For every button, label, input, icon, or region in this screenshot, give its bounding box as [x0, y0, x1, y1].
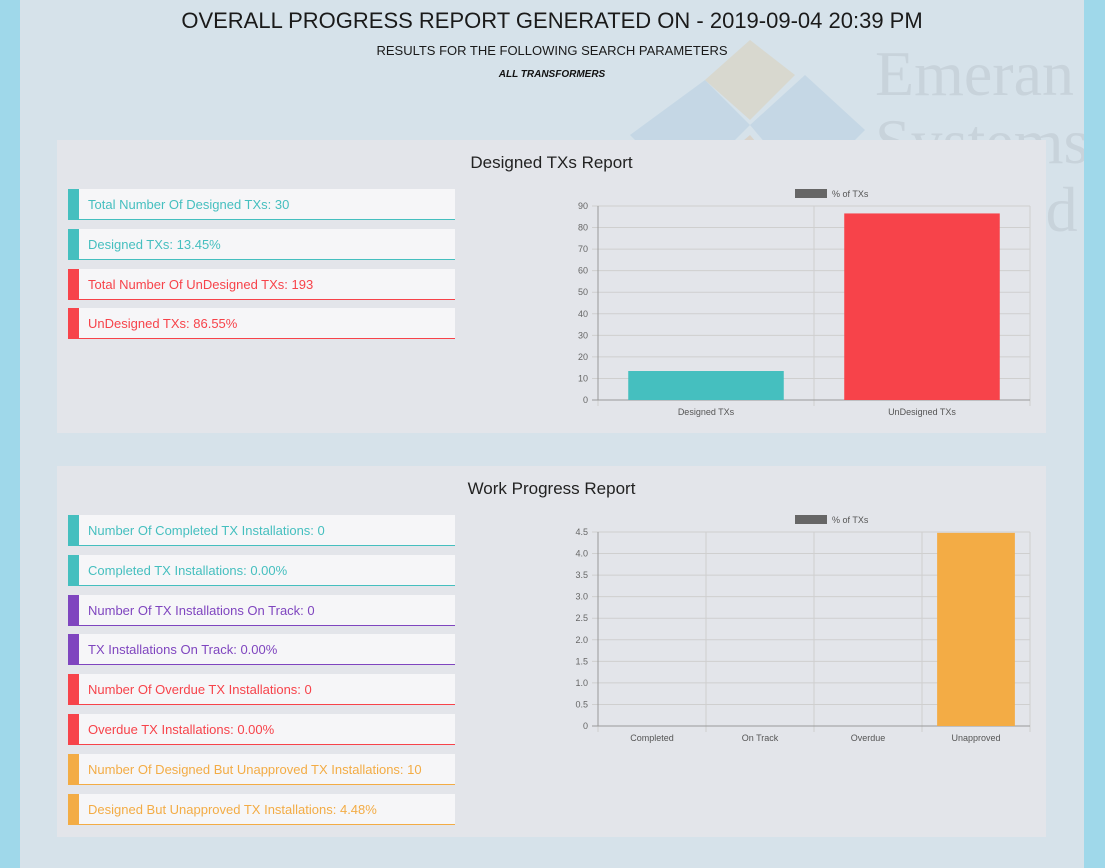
stat-item: Overdue TX Installations: 0.00% [68, 714, 455, 745]
stat-label: Overdue TX Installations: 0.00% [88, 722, 275, 737]
stat-label: Total Number Of UnDesigned TXs: 193 [88, 276, 314, 292]
stat-item: Number Of Overdue TX Installations: 0 [68, 674, 455, 706]
y-tick-label: 0.5 [575, 699, 588, 709]
stat-label: TX Installations On Track: 0.00% [88, 642, 278, 658]
x-tick-label: On Track [742, 733, 779, 743]
y-tick-label: 80 [578, 223, 588, 233]
stat-label: Number Of Overdue TX Installations: 0 [88, 682, 312, 698]
stat-label: UnDesigned TXs: 86.55% [88, 316, 238, 332]
y-tick-label: 2.0 [575, 635, 588, 645]
legend-label: % of TXs [832, 189, 869, 199]
y-tick-label: 90 [578, 201, 588, 211]
stat-color-bar [68, 674, 79, 706]
y-tick-label: 3.5 [575, 570, 588, 580]
stat-color-bar [68, 753, 79, 785]
stat-item: Designed TXs: 13.45% [68, 228, 455, 260]
stat-item: Number Of TX Installations On Track: 0 [68, 594, 455, 626]
report-page: Emeran Systems Limited OVERALL PROGRESS … [20, 0, 1084, 868]
stat-color-bar [68, 515, 79, 546]
legend-label: % of TXs [832, 515, 869, 525]
y-tick-label: 0 [583, 395, 588, 405]
stat-label: Total Number Of Designed TXs: 30 [88, 197, 290, 212]
stat-color-bar [68, 714, 79, 745]
stat-color-bar [68, 594, 79, 626]
stat-item: UnDesigned TXs: 86.55% [68, 308, 455, 340]
stat-label: Number Of TX Installations On Track: 0 [88, 602, 315, 618]
y-tick-label: 70 [578, 244, 588, 254]
y-tick-label: 3.0 [575, 592, 588, 602]
stat-label: Number Of Completed TX Installations: 0 [88, 523, 325, 538]
designed-txs-panel: Designed TXs Report Total Number Of Desi… [57, 140, 1046, 433]
legend-swatch [795, 189, 827, 198]
y-tick-label: 0 [583, 721, 588, 731]
stat-color-bar [68, 634, 79, 666]
y-tick-label: 40 [578, 309, 588, 319]
bar [628, 371, 784, 400]
stat-item: Number Of Designed But Unapproved TX Ins… [68, 753, 455, 785]
y-tick-label: 1.5 [575, 656, 588, 666]
stat-color-bar [68, 554, 79, 586]
y-tick-label: 1.0 [575, 678, 588, 688]
x-tick-label: Completed [630, 733, 674, 743]
x-tick-label: Designed TXs [678, 407, 735, 417]
y-tick-label: 4.0 [575, 549, 588, 559]
search-parameters-heading: RESULTS FOR THE FOLLOWING SEARCH PARAMET… [376, 43, 728, 58]
stat-color-bar [68, 268, 79, 300]
y-tick-label: 20 [578, 352, 588, 362]
designed-txs-chart: % of TXs 0 10 20 30 40 50 60 70 80 90 Designed TXs U… [578, 189, 1031, 417]
panel-title: Designed TXs Report [470, 153, 633, 172]
stat-color-bar [68, 228, 79, 260]
report-title: OVERALL PROGRESS REPORT GENERATED ON - 2… [181, 8, 923, 33]
y-tick-label: 30 [578, 330, 588, 340]
y-tick-label: 4.5 [575, 527, 588, 537]
stat-color-bar [68, 793, 79, 825]
y-tick-label: 10 [578, 373, 588, 383]
panel-title: Work Progress Report [467, 479, 636, 498]
work-progress-chart: % of TXs 0 0.5 1.0 1.5 2.0 2.5 3.0 3.5 4.0 4.5 Comp… [575, 515, 1031, 743]
stat-label: Completed TX Installations: 0.00% [88, 562, 288, 578]
stat-item: TX Installations On Track: 0.00% [68, 634, 455, 666]
bar [937, 532, 1015, 726]
stat-item: Designed But Unapproved TX Installations… [68, 793, 455, 825]
y-tick-label: 2.5 [575, 613, 588, 623]
search-parameter-value: ALL TRANSFORMERS [498, 69, 606, 80]
stat-item: Completed TX Installations: 0.00% [68, 554, 455, 586]
work-progress-panel: Work Progress Report Number Of Completed… [57, 466, 1046, 837]
y-tick-label: 50 [578, 287, 588, 297]
stat-item: Number Of Completed TX Installations: 0 [68, 515, 455, 546]
stat-item: Total Number Of UnDesigned TXs: 193 [68, 268, 455, 300]
legend-swatch [795, 515, 827, 524]
y-tick-label: 60 [578, 266, 588, 276]
stat-label: Number Of Designed But Unapproved TX Ins… [88, 761, 422, 777]
stat-color-bar [68, 189, 79, 220]
stat-label: Designed TXs: 13.45% [88, 236, 221, 252]
x-tick-label: Overdue [851, 733, 886, 743]
stat-item: Total Number Of Designed TXs: 30 [68, 189, 455, 220]
x-tick-label: Unapproved [951, 733, 1000, 743]
stat-label: Designed But Unapproved TX Installations… [88, 801, 377, 817]
bar [844, 213, 1000, 400]
stat-color-bar [68, 308, 79, 340]
x-tick-label: UnDesigned TXs [888, 407, 956, 417]
